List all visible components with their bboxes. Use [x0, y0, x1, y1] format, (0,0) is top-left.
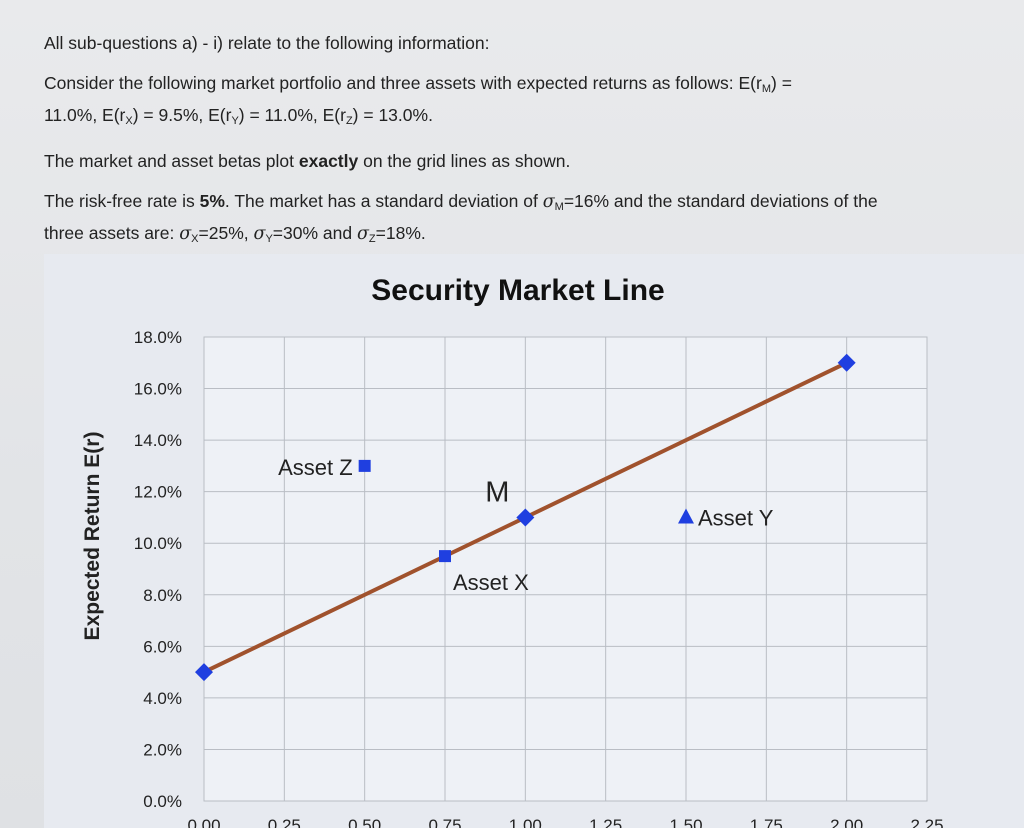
point-x0-marker	[195, 663, 213, 682]
chart-title: Security Market Line	[371, 274, 664, 307]
x-tick-label: 2.00	[830, 816, 863, 828]
x-tick-label: 0.50	[348, 816, 381, 828]
stdev-line: three assets are: σX=25%, σY=30% and σZ=…	[44, 223, 426, 245]
x-tick-label: 1.75	[750, 816, 783, 828]
y-tick-label: 10.0%	[134, 534, 182, 553]
betas-line: The market and asset betas plot exactly …	[44, 151, 571, 171]
point-m-label: M	[485, 476, 509, 508]
y-tick-label: 6.0%	[143, 637, 182, 656]
x-tick-label: 0.25	[268, 816, 301, 828]
x-tick-label: 0.00	[187, 816, 220, 828]
x-tick-label: 1.00	[509, 816, 542, 828]
x-tick-labels: 0.00 0.25 0.50 0.75 1.00 1.25 1.50 1.75 2.00 2.25	[187, 816, 943, 828]
plot-area	[203, 336, 928, 802]
y-tick-label: 12.0%	[134, 483, 182, 502]
x-tick-label: 1.50	[669, 816, 702, 828]
point-m-marker	[516, 508, 535, 527]
y-tick-labels: 0.0% 2.0% 4.0% 6.0% 8.0% 10.0% 12.0% 14.0% 16.0%…	[134, 328, 182, 811]
y-tick-label: 4.0%	[143, 689, 182, 708]
y-tick-label: 14.0%	[134, 431, 182, 450]
y-tick-label: 8.0%	[143, 586, 182, 605]
point-x2-marker	[837, 353, 856, 372]
point-asset-y-marker	[678, 508, 694, 524]
question-text: All sub-questions a) - i) relate to the …	[44, 30, 1004, 252]
point-asset-y-label: Asset Y	[698, 505, 774, 530]
riskfree-line: The risk-free rate is 5%. The market has…	[44, 191, 878, 213]
point-asset-x-marker	[439, 550, 451, 563]
y-tick-label: 2.0%	[143, 740, 182, 759]
chart-panel: 0.0% 2.0% 4.0% 6.0% 8.0% 10.0% 12.0% 14.0% 16.0%…	[44, 254, 1024, 828]
x-tick-label: 1.25	[589, 816, 622, 828]
x-tick-label: 0.75	[428, 816, 461, 828]
point-asset-z-label: Asset Z	[278, 455, 353, 480]
sml-chart: 0.0% 2.0% 4.0% 6.0% 8.0% 10.0% 12.0% 14.0% 16.0%…	[81, 274, 944, 828]
point-asset-z-marker	[358, 459, 371, 472]
y-tick-label: 16.0%	[134, 380, 182, 399]
point-labels: M Asset X Asset Y Asset Z	[278, 455, 774, 595]
marks	[195, 353, 856, 682]
x-tick-label: 2.25	[910, 816, 943, 828]
returns-line: Consider the following market portfolio …	[44, 73, 792, 95]
grid	[203, 336, 928, 802]
y-tick-label: 18.0%	[134, 328, 182, 347]
returns-line-2: 11.0%, E(rX) = 9.5%, E(rY) = 11.0%, E(rZ…	[44, 105, 433, 127]
point-asset-x-label: Asset X	[453, 570, 529, 595]
y-tick-label: 0.0%	[143, 792, 182, 811]
intro-line: All sub-questions a) - i) relate to the …	[44, 33, 490, 53]
y-axis-label: Expected Return E(r)	[81, 432, 104, 641]
